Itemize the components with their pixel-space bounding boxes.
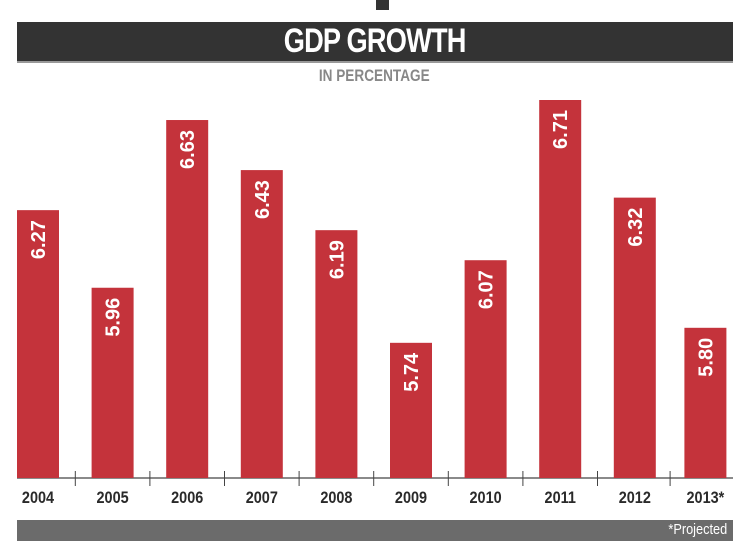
bar-2013* — [684, 327, 727, 478]
title-bar: GDP GROWTH — [17, 22, 733, 63]
x-tick-label: 2006 — [171, 489, 203, 507]
x-tick-label: 2009 — [395, 489, 427, 507]
value-label: 6.43 — [252, 180, 274, 219]
top-marker — [376, 0, 389, 10]
bar-2012 — [613, 197, 656, 478]
bar-2010 — [464, 260, 507, 478]
x-tick-label: 2011 — [545, 489, 577, 507]
value-label: 5.74 — [401, 352, 423, 392]
x-tick-label: 2008 — [320, 489, 352, 507]
bar-2004 — [17, 210, 59, 478]
footnote: *Projected — [668, 521, 727, 538]
value-label: 5.80 — [695, 338, 717, 377]
x-tick-label: 2013* — [687, 489, 726, 507]
value-label: 6.07 — [476, 270, 498, 309]
chart-title: GDP GROWTH — [284, 22, 467, 60]
x-tick-label: 2012 — [619, 489, 651, 507]
chart-subtitle: IN PERCENTAGE — [0, 66, 749, 86]
value-label: 6.27 — [28, 220, 50, 259]
x-tick-label: 2004 — [22, 489, 54, 507]
x-tick-label: 2007 — [246, 489, 278, 507]
value-label: 5.96 — [103, 298, 125, 337]
bar-2007 — [240, 170, 283, 478]
bar-2009 — [390, 342, 432, 478]
bar-2005 — [91, 287, 134, 478]
value-label: 6.32 — [625, 208, 647, 247]
subtitle-text: IN PERCENTAGE — [319, 66, 430, 85]
footnote-bar: *Projected — [17, 520, 733, 541]
bar-2008 — [315, 230, 358, 478]
bar-2011 — [539, 100, 582, 478]
value-label: 6.63 — [177, 130, 199, 169]
x-tick-label: 2005 — [97, 489, 129, 507]
value-label: 6.19 — [326, 240, 348, 279]
bar-2006 — [166, 120, 209, 478]
x-tick-label: 2010 — [470, 489, 502, 507]
value-label: 6.71 — [550, 110, 572, 149]
